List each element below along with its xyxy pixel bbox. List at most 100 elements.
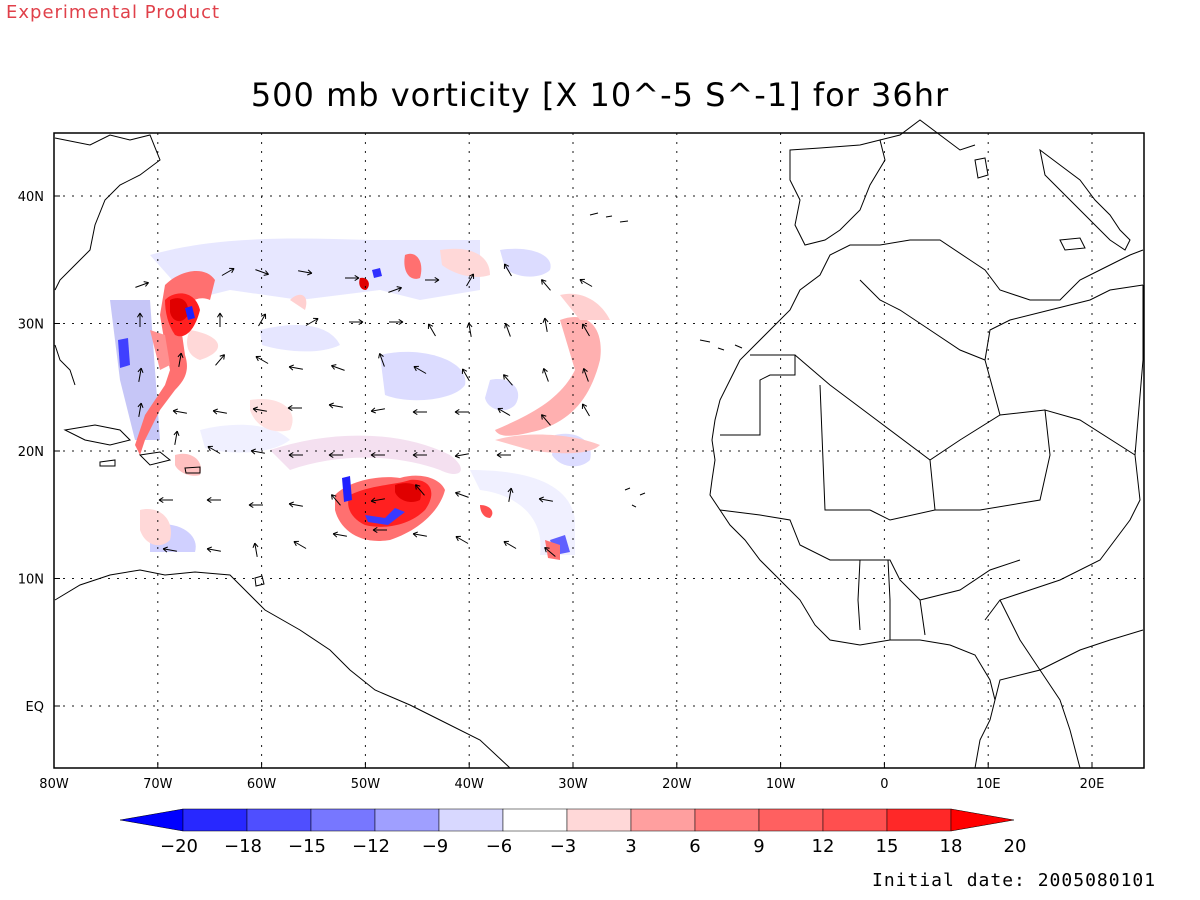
wind-arrow (496, 451, 511, 459)
wind-arrow (415, 484, 425, 496)
wind-arrow (137, 367, 144, 382)
wind-arrow (206, 496, 221, 504)
wind-arrow (372, 526, 387, 534)
colorbar-segment (886, 808, 952, 832)
vorticity-patch (110, 300, 160, 440)
wind-arrow (582, 368, 589, 382)
wind-arrow (328, 451, 343, 459)
border-line (794, 354, 1046, 461)
lon-tick-label: 0 (880, 777, 888, 792)
vorticity-patch (150, 238, 480, 300)
coastline-trinidad (254, 575, 265, 587)
wind-arrow (135, 281, 149, 288)
colorbar-label: 20 (1004, 836, 1027, 857)
lat-tick-label: 40N (18, 190, 44, 205)
colorbar-segment (182, 808, 248, 832)
wind-arrow (412, 451, 427, 459)
colorbar: −20 −18 −15 −12 −9 −6 −3 3 6 9 12 15 18 20 (119, 808, 1027, 857)
coastline-florida (54, 344, 76, 386)
vorticity-patch (495, 316, 601, 436)
wind-arrow (331, 364, 345, 371)
vorticity-band (359, 277, 369, 290)
wind-arrow (136, 312, 144, 327)
vorticity-patch (290, 294, 307, 310)
wind-arrow (454, 452, 469, 459)
vorticity-patch (187, 330, 219, 360)
vorticity-patch (260, 325, 340, 352)
wind-arrow (221, 267, 235, 276)
wind-arrow (503, 540, 517, 549)
colorbar-label: 15 (876, 836, 899, 857)
vorticity-band (480, 505, 493, 518)
vorticity-patch (470, 470, 575, 555)
wind-arrow (370, 451, 385, 459)
vorticity-patch (140, 509, 171, 546)
colorbar-segment (630, 808, 696, 832)
colorbar-segment (566, 808, 632, 832)
lon-tick-label: 70W (143, 777, 173, 792)
lon-tick-label: 60W (247, 777, 277, 792)
lat-tick-label: 20N (18, 445, 44, 460)
vorticity-band (545, 540, 560, 560)
lat-tick-label: 10N (18, 573, 44, 588)
coastline-iberia (789, 139, 886, 246)
wind-arrow (466, 322, 473, 337)
wind-arrow (504, 323, 511, 337)
coastline-north-america (54, 134, 161, 291)
lat-lon-grid (54, 133, 1144, 768)
border-line (935, 409, 1141, 621)
wind-arrow (298, 269, 313, 276)
wind-arrow (206, 546, 221, 553)
vorticity-patch (560, 293, 610, 320)
wind-arrow (579, 278, 593, 287)
wind-arrow (370, 497, 385, 504)
wind-arrow (288, 364, 303, 371)
wind-arrow (288, 501, 303, 508)
lon-tick-label: 30W (558, 777, 588, 792)
vorticity-patch (270, 435, 461, 475)
wind-arrow (388, 286, 402, 293)
coastline-azores (589, 212, 629, 223)
lon-tick-label: 50W (351, 777, 381, 792)
colorbar-segment (374, 808, 440, 832)
border-line (919, 559, 1021, 601)
border-line (887, 559, 891, 640)
wind-arrow (455, 535, 469, 544)
vorticity-patch (342, 476, 352, 502)
vorticity-patch (380, 351, 466, 401)
coastline-jamaica (99, 459, 116, 467)
wind-arrow (305, 317, 319, 326)
colorbar-label: 18 (940, 836, 963, 857)
coastlines (54, 119, 1144, 769)
vorticity-patch (485, 379, 519, 411)
lon-tick-label: 10W (766, 777, 796, 792)
wind-arrow (248, 501, 263, 509)
wind-arrow (293, 540, 307, 549)
colorbar-segment (694, 808, 760, 832)
border-line (857, 559, 861, 631)
wind-arrow (255, 269, 269, 276)
wind-arrow (212, 408, 227, 415)
colorbar-segment (438, 808, 504, 832)
wind-vectors (135, 263, 593, 557)
coastline-cape-verde (624, 487, 646, 508)
colorbar-segment (310, 808, 376, 832)
border-line (1039, 629, 1144, 671)
colorbar-segment (758, 808, 824, 832)
colorbar-under-arrow (119, 808, 184, 832)
coastline-italy (1039, 148, 1131, 251)
wind-arrow (538, 496, 553, 503)
vorticity-band (170, 298, 189, 322)
coastline-puerto-rico (184, 466, 201, 474)
wind-arrow (455, 491, 469, 498)
wind-arrow (370, 407, 385, 414)
vorticity-patch (365, 508, 405, 525)
coastline-south-america (54, 569, 511, 769)
wind-arrow (177, 352, 184, 367)
wind-arrow (581, 403, 590, 417)
wind-arrow (541, 279, 551, 291)
lon-tick-label: 40W (454, 777, 484, 792)
vorticity-patch (495, 434, 600, 454)
coastline-hispaniola (138, 451, 172, 466)
